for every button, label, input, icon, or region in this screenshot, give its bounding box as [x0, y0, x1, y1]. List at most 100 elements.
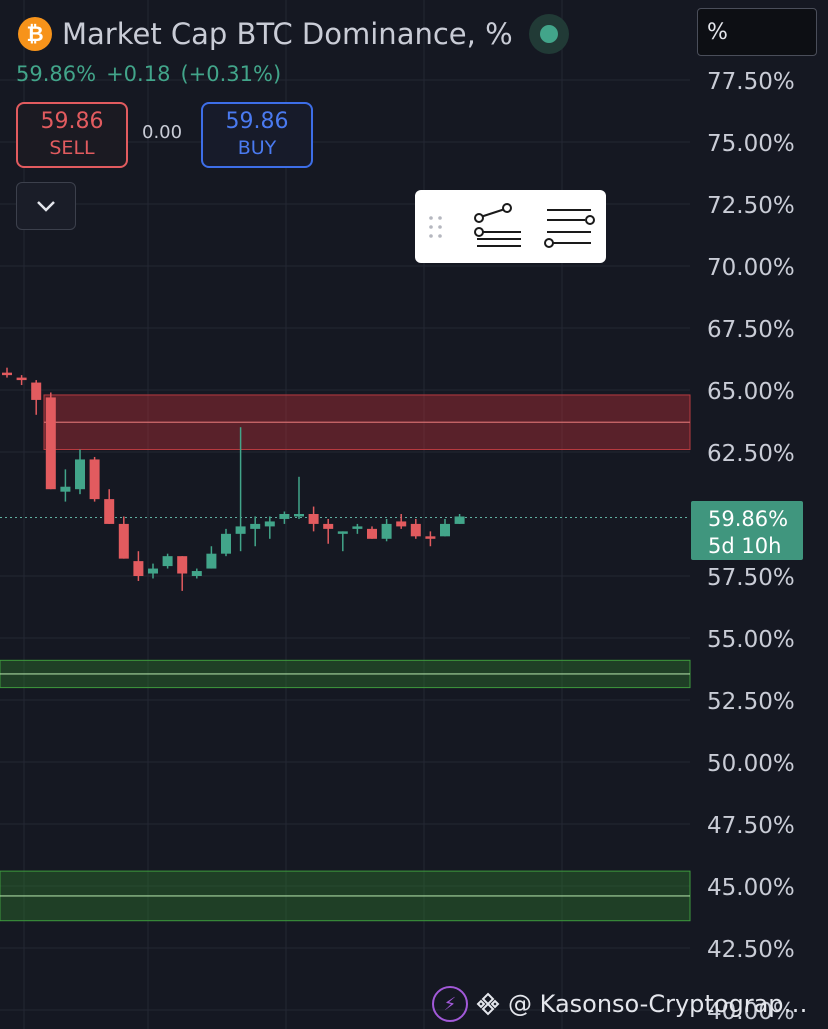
candle[interactable] [206, 546, 217, 569]
sell-label: SELL [49, 137, 95, 159]
drag-handle-icon[interactable] [427, 214, 445, 240]
buy-button[interactable]: 59.86 BUY [201, 102, 313, 168]
candle[interactable] [104, 489, 115, 524]
candle[interactable] [454, 514, 465, 524]
candle[interactable] [264, 516, 275, 539]
candle[interactable] [89, 456, 100, 502]
candle-body [206, 553, 217, 569]
candle-body [294, 514, 304, 517]
title-row: ₿ Market Cap BTC Dominance, % [18, 14, 569, 54]
trend-line-tool-icon[interactable] [471, 202, 527, 252]
candle-body [454, 516, 465, 524]
candle-body [31, 382, 42, 400]
candle-body [440, 523, 450, 537]
candle-body [352, 526, 363, 529]
candle[interactable] [410, 518, 421, 539]
candle[interactable] [16, 375, 27, 386]
candle[interactable] [294, 476, 304, 519]
zones [0, 394, 691, 922]
candle[interactable] [367, 526, 377, 539]
candle[interactable] [177, 556, 188, 591]
candle[interactable] [133, 551, 144, 581]
change-percent: (+0.31%) [180, 62, 282, 86]
candle-body [279, 514, 290, 519]
candle-body [2, 372, 12, 376]
sell-price: 59.86 [40, 109, 104, 134]
market-status-icon[interactable] [528, 14, 569, 54]
binance-icon [476, 992, 500, 1016]
y-tick-label: 47.50% [707, 813, 795, 839]
y-tick-label: 52.50% [707, 689, 795, 715]
candle[interactable] [60, 469, 71, 502]
buy-label: BUY [237, 137, 277, 159]
candle-body [264, 521, 275, 527]
unit-selector[interactable]: % [697, 8, 817, 56]
candle-body [308, 514, 319, 524]
candle-body [221, 533, 231, 554]
candle[interactable] [381, 518, 392, 542]
last-price-label: 59.86% 5d 10h [691, 501, 803, 560]
candle[interactable] [396, 514, 407, 529]
collapse-button[interactable] [16, 182, 76, 230]
candle-body [337, 531, 348, 534]
y-tick-label: 65.00% [707, 379, 795, 405]
candles[interactable] [2, 367, 465, 591]
lightning-icon[interactable]: ⚡ [432, 986, 468, 1022]
candle-body [177, 556, 188, 574]
candle-body [133, 561, 144, 576]
candle[interactable] [235, 427, 246, 552]
candle[interactable] [425, 531, 436, 547]
status-dot [539, 25, 558, 43]
candle[interactable] [323, 518, 334, 544]
grid-lines [0, 0, 690, 1029]
candle-body [323, 523, 334, 529]
candle[interactable] [221, 528, 231, 557]
chevron-down-icon [37, 201, 55, 212]
y-tick-label: 55.00% [707, 627, 795, 653]
y-tick-label: 67.50% [707, 317, 795, 343]
candle-body [396, 521, 407, 527]
candle-body [381, 523, 392, 539]
candle[interactable] [162, 553, 173, 569]
candle[interactable] [440, 518, 450, 537]
candle-body [191, 571, 202, 576]
candle-body [89, 459, 100, 500]
candle-body [425, 536, 436, 539]
candle[interactable] [45, 392, 56, 490]
parallel-lines-tool-icon[interactable] [543, 204, 599, 250]
candle[interactable] [118, 516, 129, 559]
candle[interactable] [279, 511, 290, 524]
y-tick-label: 75.00% [707, 131, 795, 157]
candle-body [104, 499, 115, 524]
candle[interactable] [75, 449, 85, 495]
change-value: +0.18 [106, 62, 171, 86]
drawing-toolbar [415, 190, 606, 263]
candle[interactable] [2, 367, 12, 378]
candle-body [118, 523, 129, 559]
candle[interactable] [308, 506, 319, 532]
candle[interactable] [31, 380, 42, 415]
watermark-text: @ Kasonso-Cryptography... [508, 990, 818, 1018]
candle[interactable] [250, 516, 261, 547]
candle-body [250, 523, 261, 529]
y-tick-label: 45.00% [707, 875, 795, 901]
candle-body [60, 486, 71, 492]
last-price-value: 59.86% [708, 507, 789, 531]
candle[interactable] [148, 563, 158, 579]
candle-body [410, 523, 421, 537]
y-tick-label: 70.00% [707, 255, 795, 281]
candle-body [367, 528, 377, 539]
y-axis: 77.50% 75.00% 72.50% 70.00% 67.50% 65.00% 62.5… [707, 69, 795, 1025]
candle[interactable] [337, 531, 348, 552]
spread-value: 0.00 [142, 122, 183, 143]
last-value: 59.86% [16, 62, 97, 86]
chart-title: Market Cap BTC Dominance, % [62, 17, 513, 51]
y-tick-label: 57.50% [707, 565, 795, 591]
candle[interactable] [191, 568, 202, 579]
y-tick-label: 72.50% [707, 193, 795, 219]
bitcoin-icon: ₿ [18, 17, 52, 51]
candle[interactable] [352, 523, 363, 534]
sell-button[interactable]: 59.86 SELL [16, 102, 128, 168]
footer: ⚡ @ Kasonso-Cryptography... [432, 986, 828, 1022]
